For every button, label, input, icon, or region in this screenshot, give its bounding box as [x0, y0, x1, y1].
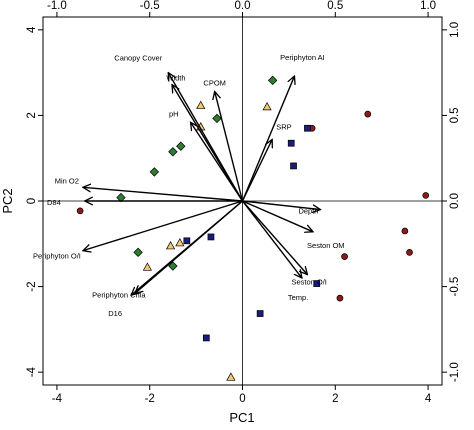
square-point — [287, 139, 295, 147]
square-point — [256, 310, 264, 317]
square-point — [183, 237, 191, 245]
loading-arrow — [215, 91, 244, 202]
bottom-tick-label: 0 — [239, 393, 245, 405]
triangle-point — [165, 241, 176, 250]
bottom-tick-label: -4 — [52, 393, 63, 405]
diamond-point — [149, 167, 160, 177]
square-point — [290, 162, 297, 170]
loading-arrow-label: CPOM — [203, 78, 226, 87]
diamond-point — [168, 147, 178, 157]
loading-arrow — [172, 85, 244, 202]
loading-arrows: Canopy Cover Width CPOM pH Periphyton AI SRP M… — [33, 53, 345, 318]
top-tick-label: 0.5 — [327, 0, 343, 12]
loading-arrow-label: Periphyton O/I — [33, 252, 81, 261]
loading-arrow — [83, 187, 243, 202]
top-tick-label: 0.0 — [235, 0, 251, 12]
x-axis-label: PC1 — [229, 410, 254, 425]
loading-arrow-label: Periphyton AI — [280, 53, 325, 62]
triangle-point — [262, 101, 272, 111]
loading-arrow-label: D16 — [108, 309, 122, 318]
bottom-tick-label: 4 — [425, 393, 432, 405]
right-tick-label: -0.5 — [449, 277, 461, 297]
triangle-point — [196, 100, 206, 109]
loading-arrow — [191, 122, 244, 202]
left-tick-label: 4 — [26, 26, 38, 33]
triangle-point — [142, 262, 152, 271]
circle-point — [76, 207, 84, 215]
loading-arrow — [242, 200, 314, 232]
diamond-point — [168, 261, 178, 271]
loading-arrow-label: Canopy Cover — [114, 54, 162, 63]
circle-point — [401, 227, 409, 235]
diamond-point — [133, 247, 143, 258]
loading-arrow-label: Depth — [298, 207, 318, 216]
loading-arrow-label: Temp. — [288, 293, 308, 302]
triangle-point — [226, 372, 236, 381]
triangle-point — [175, 238, 185, 247]
top-tick-label: -1.0 — [47, 0, 67, 12]
loading-arrow — [83, 200, 243, 251]
bottom-tick-label: 2 — [332, 393, 338, 405]
top-tick-label: 1.0 — [420, 0, 436, 12]
sample-points — [76, 75, 430, 381]
left-tick-label: -2 — [26, 281, 38, 291]
loading-arrow — [241, 200, 302, 278]
loading-arrow — [131, 200, 243, 295]
circle-point — [364, 110, 372, 118]
loading-arrow-label: Seston OM — [307, 241, 345, 250]
circle-point — [341, 253, 348, 260]
square-point — [207, 233, 215, 241]
left-tick-label: 0 — [26, 198, 38, 204]
loading-arrow-label: Min O2 — [55, 176, 79, 185]
diamond-point — [212, 113, 222, 124]
loading-arrow — [241, 139, 273, 202]
axis-ticks: -4 -2 0 2 4 -4 -2 0 2 4 -1.0 -0.5 0.0 0.5 1.0 -1.0 -0.5 0… — [26, 0, 461, 405]
diamond-point — [267, 75, 278, 86]
loading-arrow-label: Seston O/I — [291, 278, 326, 287]
circle-point — [422, 192, 430, 199]
right-tick-label: 0.5 — [449, 107, 461, 123]
left-tick-label: 2 — [26, 112, 38, 118]
loading-arrow — [241, 76, 295, 202]
diamond-point — [116, 192, 126, 203]
left-tick-label: -4 — [26, 366, 38, 377]
circle-point — [336, 294, 344, 302]
right-tick-label: -1.0 — [449, 362, 461, 382]
loading-arrow-label: D84 — [47, 198, 61, 207]
loading-arrow-label: Width — [166, 74, 185, 83]
bottom-tick-label: -2 — [145, 393, 155, 405]
square-point — [313, 280, 321, 287]
y-axis-label: PC2 — [0, 188, 15, 213]
right-tick-label: 0.0 — [449, 193, 461, 209]
diamond-point — [176, 141, 186, 151]
square-point — [304, 124, 311, 132]
top-tick-label: -0.5 — [140, 0, 160, 12]
loading-arrow-label: pH — [169, 109, 179, 118]
loading-arrow-label: SRP — [276, 122, 291, 131]
loading-arrow — [242, 200, 321, 210]
right-tick-label: 1.0 — [449, 22, 461, 38]
loading-arrow-label: Periphyton Chla — [92, 290, 146, 299]
loading-arrow — [241, 200, 308, 275]
circle-point — [406, 248, 413, 256]
square-point — [202, 334, 210, 342]
